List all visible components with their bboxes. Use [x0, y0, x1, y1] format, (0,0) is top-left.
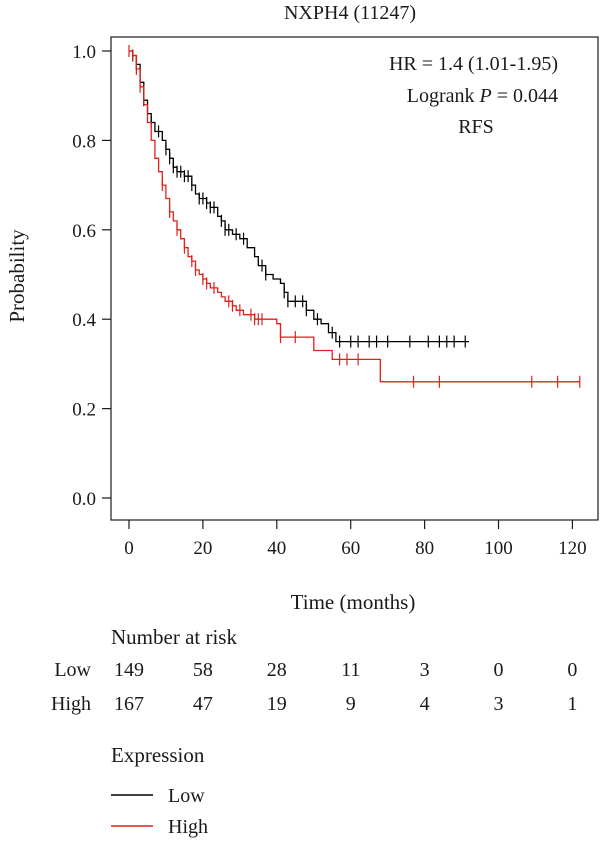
risk-table-title: Number at risk — [111, 625, 237, 649]
logrank-value: = 0.044 — [492, 85, 558, 107]
x-tick-label-40: 40 — [267, 538, 286, 559]
y-tick-label-5: 1.0 — [72, 42, 96, 63]
risk-table: Low 149 58 28 11 3 0 0 High 167 47 19 9 4 3 1 — [51, 659, 577, 715]
logrank-prefix: Logrank — [407, 85, 480, 107]
chart-title: NXPH4 (11247) — [284, 2, 416, 24]
x-tick-label-0: 0 — [124, 538, 134, 559]
y-axis-label: Probability — [5, 229, 29, 323]
legend-title: Expression — [111, 743, 205, 767]
risk-low-0: 149 — [114, 659, 144, 681]
plot-frame — [110, 36, 599, 521]
survival-curves — [128, 45, 581, 388]
risk-low-80: 3 — [420, 659, 430, 681]
risk-low-20: 58 — [193, 659, 213, 681]
risk-low-120: 0 — [567, 659, 577, 681]
y-tick-label-3: 0.6 — [72, 221, 96, 242]
risk-row-label-low: Low — [54, 659, 91, 681]
risk-high-80: 4 — [420, 693, 430, 715]
endpoint-annotation: RFS — [458, 116, 494, 138]
hr-annotation: HR = 1.4 (1.01-1.95) — [389, 53, 558, 75]
risk-high-100: 3 — [494, 693, 504, 715]
x-tick-label-120: 120 — [558, 538, 587, 559]
y-tick-label-0: 0.0 — [72, 489, 96, 510]
risk-high-0: 167 — [114, 693, 144, 715]
y-tick-label-2: 0.4 — [72, 310, 96, 331]
x-tick-label-20: 20 — [193, 538, 212, 559]
legend-high-label: High — [168, 816, 208, 838]
logrank-annotation: Logrank P = 0.044 — [407, 85, 558, 107]
risk-low-40: 28 — [267, 659, 287, 681]
y-tick-label-1: 0.2 — [72, 400, 96, 421]
risk-low-100: 0 — [494, 659, 504, 681]
risk-high-60: 9 — [346, 693, 356, 715]
x-tick-label-60: 60 — [341, 538, 360, 559]
risk-row-label-high: High — [51, 693, 91, 715]
risk-high-40: 19 — [267, 693, 287, 715]
logrank-p-symbol: P — [479, 85, 492, 107]
legend-low-label: Low — [168, 785, 205, 807]
risk-low-60: 11 — [341, 659, 360, 681]
x-tick-label-80: 80 — [415, 538, 434, 559]
x-axis-label: Time (months) — [291, 590, 416, 614]
y-tick-label-4: 0.8 — [72, 131, 96, 152]
axes: 0 20 40 60 80 100 120 0.0 0.2 0.4 0.6 0.8 1.0 — [72, 42, 586, 559]
risk-high-20: 47 — [193, 693, 213, 715]
risk-high-120: 1 — [567, 693, 577, 715]
x-tick-label-100: 100 — [484, 538, 513, 559]
